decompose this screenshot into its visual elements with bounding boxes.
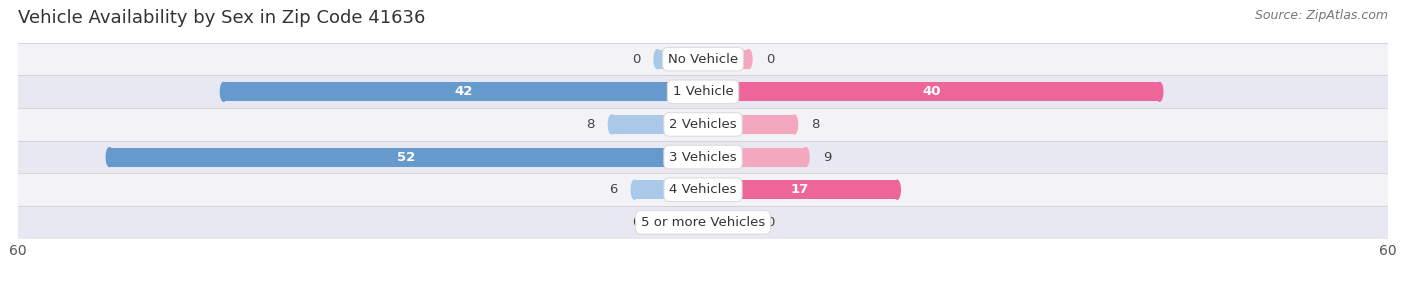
Bar (18, 206, 1388, 239)
Bar (703, 180, 897, 199)
Bar (612, 115, 703, 134)
Text: 52: 52 (396, 151, 415, 164)
Bar (703, 115, 794, 134)
Circle shape (1156, 82, 1163, 101)
Text: 42: 42 (454, 85, 472, 98)
Circle shape (700, 115, 706, 134)
Text: 4 Vehicles: 4 Vehicles (669, 183, 737, 196)
Text: 1 Vehicle: 1 Vehicle (672, 85, 734, 98)
Bar (658, 50, 703, 69)
Bar (110, 147, 703, 166)
Bar (703, 50, 748, 69)
Text: 2 Vehicles: 2 Vehicles (669, 118, 737, 131)
Circle shape (792, 115, 797, 134)
Bar (703, 82, 1160, 101)
Circle shape (700, 213, 706, 232)
Circle shape (221, 82, 226, 101)
Text: 40: 40 (922, 85, 941, 98)
Text: 3 Vehicles: 3 Vehicles (669, 151, 737, 164)
Text: 0: 0 (631, 216, 640, 229)
Bar (634, 180, 703, 199)
Text: 0: 0 (766, 216, 775, 229)
Circle shape (700, 180, 706, 199)
Bar (703, 213, 748, 232)
Bar (18, 108, 1388, 141)
Text: 6: 6 (609, 183, 617, 196)
Circle shape (700, 50, 706, 69)
Circle shape (107, 147, 112, 166)
Circle shape (700, 147, 706, 166)
Circle shape (745, 50, 752, 69)
Circle shape (654, 213, 661, 232)
Circle shape (700, 50, 706, 69)
Text: 8: 8 (811, 118, 820, 131)
Circle shape (700, 82, 706, 101)
Circle shape (700, 147, 706, 166)
Circle shape (803, 147, 808, 166)
Circle shape (654, 50, 661, 69)
Bar (18, 141, 1388, 174)
Text: 0: 0 (631, 53, 640, 66)
Text: Vehicle Availability by Sex in Zip Code 41636: Vehicle Availability by Sex in Zip Code … (18, 9, 426, 27)
Text: 17: 17 (792, 183, 808, 196)
Circle shape (700, 82, 706, 101)
Bar (703, 147, 806, 166)
Circle shape (894, 180, 900, 199)
Text: 8: 8 (586, 118, 595, 131)
Text: Source: ZipAtlas.com: Source: ZipAtlas.com (1254, 9, 1388, 22)
Circle shape (700, 213, 706, 232)
Circle shape (700, 180, 706, 199)
Circle shape (745, 213, 752, 232)
Bar (18, 174, 1388, 206)
Circle shape (609, 115, 614, 134)
Text: 9: 9 (823, 151, 831, 164)
Bar (224, 82, 703, 101)
Circle shape (631, 180, 638, 199)
Circle shape (700, 115, 706, 134)
Bar (18, 43, 1388, 76)
Text: 0: 0 (766, 53, 775, 66)
Text: 5 or more Vehicles: 5 or more Vehicles (641, 216, 765, 229)
Bar (658, 213, 703, 232)
Text: No Vehicle: No Vehicle (668, 53, 738, 66)
Bar (18, 76, 1388, 108)
